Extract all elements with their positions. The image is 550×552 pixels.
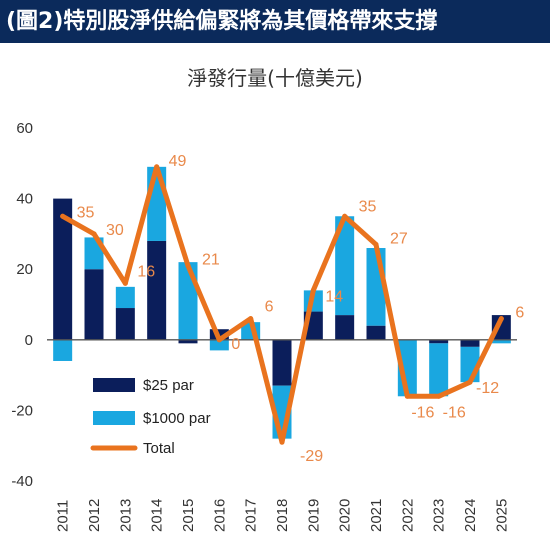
total-point bbox=[373, 241, 379, 247]
total-point bbox=[60, 213, 66, 219]
bar-25-par bbox=[366, 325, 386, 340]
x-tick-label: 2016 bbox=[211, 499, 228, 532]
data-label: 6 bbox=[265, 299, 274, 316]
y-tick-label: 20 bbox=[16, 261, 33, 278]
x-tick-label: 2012 bbox=[86, 499, 103, 532]
y-tick-label: -40 bbox=[11, 473, 33, 490]
x-tick-label: 2019 bbox=[305, 499, 322, 532]
total-point bbox=[216, 337, 222, 343]
legend-swatch-25-par bbox=[93, 378, 135, 392]
bar-1000-par bbox=[147, 166, 167, 241]
bar-25-par bbox=[429, 339, 449, 344]
page-title: (圖2)特別股淨供給偏緊將為其價格帶來支撐 bbox=[0, 0, 550, 43]
x-tick-label: 2021 bbox=[368, 499, 385, 532]
bar-25-par bbox=[460, 339, 480, 347]
data-label: -29 bbox=[300, 448, 323, 465]
data-label: 27 bbox=[390, 230, 408, 247]
data-label: 0 bbox=[231, 336, 240, 353]
data-label: 21 bbox=[202, 252, 220, 269]
total-point bbox=[91, 231, 97, 237]
x-tick-label: 2015 bbox=[180, 499, 197, 532]
x-tick-label: 2023 bbox=[431, 499, 448, 532]
total-point bbox=[436, 393, 442, 399]
bar-1000-par bbox=[209, 339, 229, 351]
legend-label-1000-par: $1000 par bbox=[143, 410, 211, 427]
legend-swatch-1000-par bbox=[93, 411, 135, 425]
total-point bbox=[185, 263, 191, 269]
bar-25-par bbox=[53, 198, 73, 340]
bar-25-par bbox=[178, 339, 198, 344]
y-tick-label: 60 bbox=[16, 120, 33, 137]
total-point bbox=[310, 287, 316, 293]
legend-label-25-par: $25 par bbox=[143, 377, 194, 394]
legend-label-total: Total bbox=[143, 440, 175, 457]
data-label: 35 bbox=[77, 204, 95, 221]
x-tick-label: 2025 bbox=[493, 499, 510, 532]
total-point bbox=[467, 379, 473, 385]
x-tick-label: 2022 bbox=[399, 499, 416, 532]
x-tick-label: 2013 bbox=[117, 499, 134, 532]
data-label: 35 bbox=[359, 198, 377, 215]
bar-1000-par bbox=[53, 339, 73, 361]
x-tick-label: 2020 bbox=[337, 499, 354, 532]
data-label: 6 bbox=[515, 305, 524, 322]
total-point bbox=[279, 439, 285, 445]
total-point bbox=[122, 280, 128, 286]
y-tick-label: 40 bbox=[16, 191, 33, 208]
data-label: -16 bbox=[411, 404, 434, 421]
total-point bbox=[342, 213, 348, 219]
data-label: -12 bbox=[476, 380, 499, 397]
data-label: 49 bbox=[169, 153, 187, 170]
x-tick-label: 2011 bbox=[55, 500, 72, 532]
bar-1000-par bbox=[335, 216, 355, 316]
chart-subtitle: 淨發行量(十億美元) bbox=[187, 66, 363, 90]
y-tick-label: -20 bbox=[11, 402, 33, 419]
bar-1000-par bbox=[429, 343, 449, 397]
data-label: 14 bbox=[325, 288, 343, 305]
x-tick-label: 2018 bbox=[274, 499, 291, 532]
bar-25-par bbox=[84, 269, 104, 340]
data-label: 30 bbox=[106, 222, 124, 239]
x-tick-label: 2017 bbox=[243, 499, 260, 532]
bar-25-par bbox=[147, 240, 167, 340]
total-point bbox=[154, 164, 160, 170]
bar-1000-par bbox=[491, 339, 511, 344]
y-tick-label: 0 bbox=[25, 332, 33, 349]
total-point bbox=[498, 316, 504, 322]
bar-25-par bbox=[272, 339, 292, 386]
total-point bbox=[404, 393, 410, 399]
bar-25-par bbox=[335, 315, 355, 340]
x-tick-label: 2024 bbox=[462, 499, 479, 532]
data-label: -16 bbox=[443, 404, 466, 421]
bar-25-par bbox=[115, 308, 135, 340]
bar-1000-par bbox=[178, 262, 198, 340]
x-tick-label: 2014 bbox=[149, 499, 166, 532]
bar-1000-par bbox=[115, 286, 135, 309]
data-label: 16 bbox=[137, 263, 155, 280]
total-point bbox=[248, 316, 254, 322]
